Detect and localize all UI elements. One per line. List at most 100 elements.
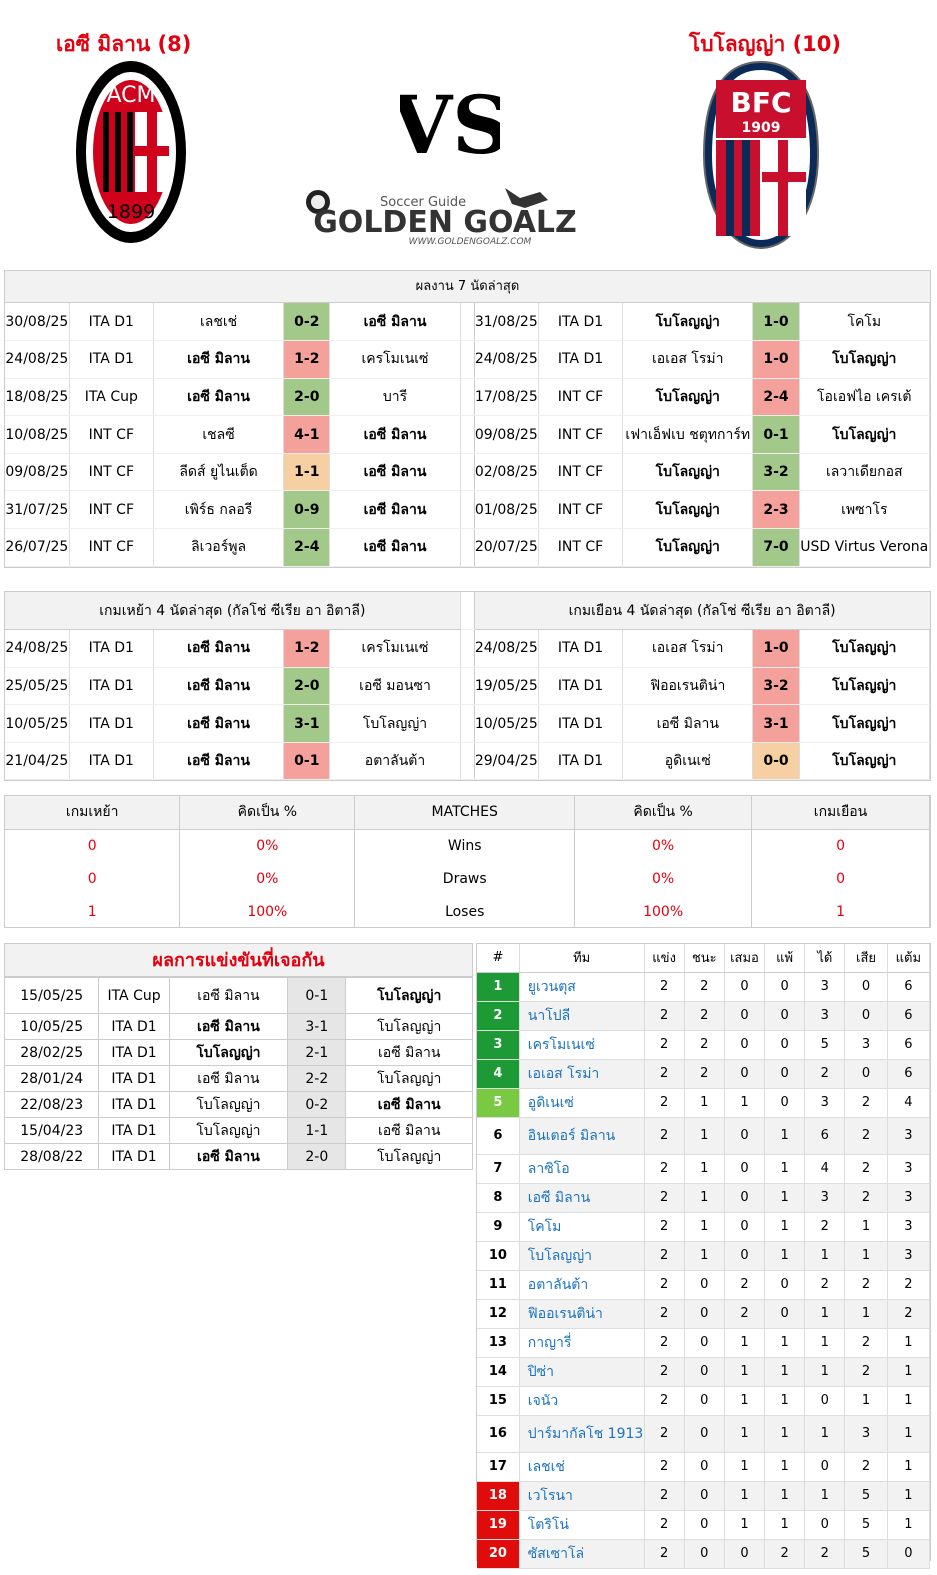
league-team-link[interactable]: โตริโน่ xyxy=(519,1510,645,1540)
league-stat-f: 0 xyxy=(804,1386,846,1416)
recent-form-table: 30/08/25 ITA D1 เลชเช่ 0-2 เอซี มิลาน 31/08/2… xyxy=(5,303,931,567)
column-gap xyxy=(460,303,475,342)
league-team-link[interactable]: เอเอส โรม่า xyxy=(519,1059,645,1089)
home-team: เอเอส โรม่า xyxy=(622,629,754,668)
league-stat-a: 1 xyxy=(844,1299,888,1329)
league-stat-a: 2 xyxy=(844,1183,888,1213)
league-team-link[interactable]: กาญารี่ xyxy=(519,1328,645,1358)
league-row: 17 เลชเช่ 2 0 1 1 0 2 1 xyxy=(477,1452,931,1482)
column-gap xyxy=(460,667,475,706)
league-stat-w: 1 xyxy=(684,1088,725,1118)
head-to-head-row: 28/08/22 ITA D1 เอซี มิลาน 2-0 โบโลญญ่า xyxy=(3,1143,473,1170)
league-team-link[interactable]: อินเตอร์ มิลาน xyxy=(519,1117,645,1155)
league-stat-f: 3 xyxy=(804,972,846,1002)
away-count: 0 xyxy=(751,862,930,895)
away-team: เอซี มิลาน xyxy=(345,1091,473,1118)
competition: ITA D1 xyxy=(98,1065,170,1092)
league-stat-pts: 2 xyxy=(887,1270,931,1300)
competition: ITA Cup xyxy=(98,977,170,1014)
away-percent: 100% xyxy=(574,895,753,928)
head-to-head-row: 28/01/24 ITA D1 เอซี มิลาน 2-2 โบโลญญ่า xyxy=(3,1065,473,1092)
league-stat-l: 0 xyxy=(764,1299,806,1329)
league-stat-pts: 0 xyxy=(887,1539,931,1569)
league-stat-f: 3 xyxy=(804,1183,846,1213)
league-stat-p: 2 xyxy=(644,1299,685,1329)
league-team-link[interactable]: ยูเวนตุส xyxy=(519,972,645,1002)
home-team: เอซี มิลาน xyxy=(168,977,289,1014)
away-team: โบโลญญ่า xyxy=(345,1143,473,1170)
head-to-head-panel: ผลการแข่งขันที่เจอกัน 15/05/25 ITA Cup เอซ… xyxy=(3,943,473,1170)
league-stat-f: 6 xyxy=(804,1117,846,1155)
away-team: เอซี มิลาน xyxy=(329,415,461,454)
league-stat-p: 2 xyxy=(644,1328,685,1358)
league-stat-p: 2 xyxy=(644,1510,685,1540)
league-stat-f: 1 xyxy=(804,1481,846,1511)
league-team-link[interactable]: ลาซิโอ xyxy=(519,1154,645,1184)
league-team-link[interactable]: เลชเช่ xyxy=(519,1452,645,1482)
league-stat-p: 2 xyxy=(644,1212,685,1242)
venue-home-title: เกมเหย้า 4 นัดล่าสุด (กัลโช่ ซีเรีย อา อ… xyxy=(5,592,461,631)
summary-stats-panel: เกมเหย้า คิดเป็น % MATCHES คิดเป็น % เกมเยือ… xyxy=(4,795,931,928)
league-stat-f: 5 xyxy=(804,1030,846,1060)
league-team-link[interactable]: ปิซ่า xyxy=(519,1357,645,1387)
competition: ITA D1 xyxy=(69,667,154,706)
home-team: โบโลญญ่า xyxy=(622,303,754,342)
venue-form-row: 10/05/25 ITA D1 เอซี มิลาน 3-1 โบโลญญ่า 10/05… xyxy=(5,704,931,743)
recent-form-row: 24/08/25 ITA D1 เอซี มิลาน 1-2 เครโมเนเซ่ 24/… xyxy=(5,340,931,379)
league-stat-l: 1 xyxy=(764,1357,806,1387)
league-team-link[interactable]: เจนัว xyxy=(519,1386,645,1416)
league-header-cell: เสีย xyxy=(844,944,888,973)
league-stat-l: 1 xyxy=(764,1117,806,1155)
league-team-link[interactable]: ฟิออเรนติน่า xyxy=(519,1299,645,1329)
league-stat-p: 2 xyxy=(644,1357,685,1387)
league-team-link[interactable]: ปาร์มากัลโช 1913 xyxy=(519,1415,645,1453)
league-stat-p: 2 xyxy=(644,1154,685,1184)
competition: INT CF xyxy=(69,453,154,492)
league-stat-d: 1 xyxy=(724,1386,766,1416)
league-row: 18 เวโรนา 2 0 1 1 1 5 1 xyxy=(477,1481,931,1511)
league-team-link[interactable]: เวโรนา xyxy=(519,1481,645,1511)
league-team-link[interactable]: นาโปลี xyxy=(519,1001,645,1031)
league-row: 20 ซัสเซาโล่ 2 0 0 2 2 5 0 xyxy=(477,1539,931,1569)
stats-row: 0 0% Wins 0% 0 xyxy=(5,829,930,862)
stat-label: Draws xyxy=(354,862,576,895)
league-position: 19 xyxy=(477,1510,520,1540)
match-date: 01/08/25 xyxy=(474,490,539,530)
match-date: 30/08/25 xyxy=(5,303,70,342)
match-date: 29/04/25 xyxy=(474,742,539,781)
league-stat-l: 1 xyxy=(764,1212,806,1242)
home-team: ลีดส์ ยูไนเต็ด xyxy=(153,453,285,492)
competition: ITA D1 xyxy=(538,303,624,342)
league-position: 6 xyxy=(477,1117,520,1155)
column-gap xyxy=(460,528,475,567)
away-team: โบโลญญ่า xyxy=(345,1065,473,1092)
league-stat-w: 1 xyxy=(684,1212,725,1242)
match-score: 2-0 xyxy=(283,667,331,706)
league-stat-f: 0 xyxy=(804,1510,846,1540)
home-team-title: เอซี มิลาน (8) xyxy=(56,32,192,56)
league-row: 4 เอเอส โรม่า 2 2 0 0 2 0 6 xyxy=(477,1059,931,1089)
league-team-link[interactable]: ซัสเซาโล่ xyxy=(519,1539,645,1569)
match-score: 0-2 xyxy=(287,1091,347,1118)
league-stat-a: 5 xyxy=(844,1481,888,1511)
league-team-link[interactable]: โคโม xyxy=(519,1212,645,1242)
away-team: โคโม xyxy=(799,303,931,342)
stats-header-cell: MATCHES xyxy=(354,796,576,830)
match-date: 24/08/25 xyxy=(5,340,70,379)
league-team-link[interactable]: อตาลันต้า xyxy=(519,1270,645,1300)
match-score: 7-0 xyxy=(752,528,800,567)
league-position: 17 xyxy=(477,1452,520,1482)
home-team: ลิเวอร์พูล xyxy=(153,528,285,567)
league-stat-p: 2 xyxy=(644,1539,685,1569)
league-stat-d: 1 xyxy=(724,1357,766,1387)
league-stat-a: 2 xyxy=(844,1117,888,1155)
match-date: 24/08/25 xyxy=(5,629,70,668)
league-team-link[interactable]: โบโลญญ่า xyxy=(519,1241,645,1271)
league-team-link[interactable]: เอซี มิลาน xyxy=(519,1183,645,1213)
home-team: เชลซี xyxy=(153,415,285,454)
league-team-link[interactable]: เครโมเนเซ่ xyxy=(519,1030,645,1060)
league-team-link[interactable]: อูดิเนเซ่ xyxy=(519,1088,645,1118)
league-stat-w: 1 xyxy=(684,1154,725,1184)
column-gap xyxy=(460,378,475,417)
league-stat-l: 0 xyxy=(764,1059,806,1089)
